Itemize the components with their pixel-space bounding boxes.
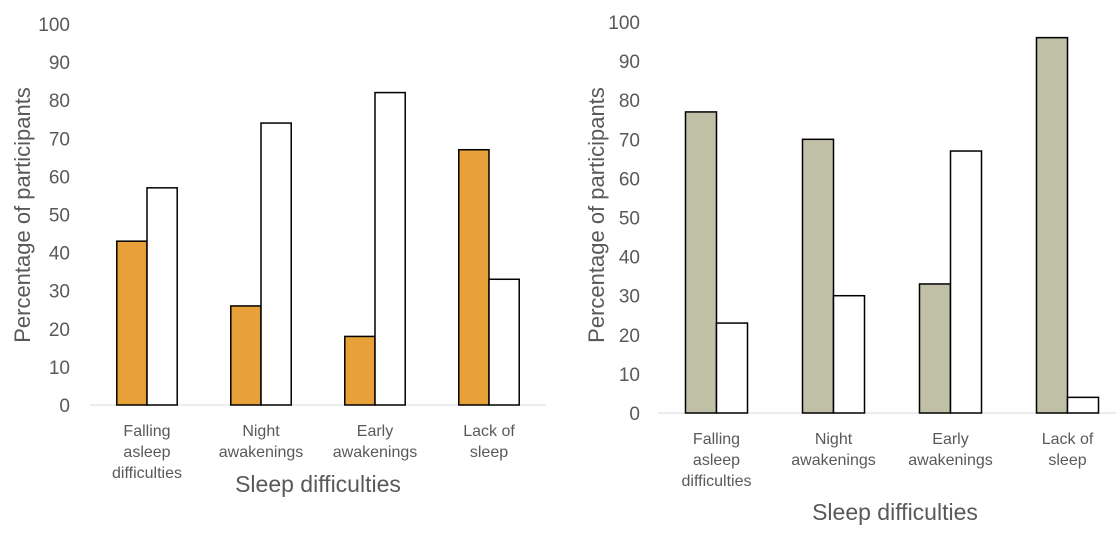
bar (684, 111, 718, 414)
bar (146, 187, 178, 406)
x-axis-title: Sleep difficulties (812, 499, 978, 525)
y-tick-label: 80 (49, 91, 70, 112)
y-axis-title: Percentage of participants (10, 87, 35, 343)
bar (1066, 396, 1100, 414)
right-bar-chart: 0 10 20 30 40 50 60 70 80 90 100 Falling asleep diffi… (584, 13, 1116, 525)
bar (918, 283, 952, 414)
bar (458, 148, 490, 406)
y-tick-label: 70 (49, 129, 70, 150)
bar (1035, 36, 1069, 414)
bar (374, 91, 406, 406)
y-axis-title: Percentage of participants (584, 87, 609, 343)
bar (260, 122, 292, 406)
y-tick-label: 60 (619, 169, 640, 190)
bar (801, 138, 835, 414)
x-tick-label: Night awakenings (791, 431, 876, 469)
y-tick-label: 10 (619, 365, 640, 386)
y-tick-label: 70 (619, 130, 640, 151)
y-tick-label: 60 (49, 167, 70, 188)
y-tick-label: 100 (608, 13, 640, 34)
x-tick-label: Falling asleep difficulties (112, 423, 182, 482)
bar (116, 240, 148, 406)
x-tick-label: Lack of sleep (1042, 431, 1094, 469)
y-tick-label: 90 (49, 53, 70, 74)
x-tick-label: Falling asleep difficulties (682, 431, 752, 490)
y-tick-label: 0 (59, 396, 70, 417)
bar (949, 150, 983, 414)
y-tick-label: 20 (619, 326, 640, 347)
bar (344, 335, 376, 406)
y-tick-label: 10 (49, 358, 70, 379)
y-tick-label: 50 (619, 209, 640, 230)
y-tick-label: 30 (49, 282, 70, 303)
bar (230, 305, 262, 406)
y-tick-label: 80 (619, 91, 640, 112)
y-tick-label: 50 (49, 206, 70, 227)
bar (715, 322, 749, 414)
y-tick-label: 20 (49, 320, 70, 341)
y-tick-label: 40 (49, 244, 70, 265)
y-tick-label: 30 (619, 287, 640, 308)
bar (832, 294, 866, 414)
bar (488, 278, 520, 406)
x-axis-title: Sleep difficulties (235, 471, 401, 497)
x-tick-label: Early awakenings (333, 423, 418, 461)
y-tick-label: 90 (619, 52, 640, 73)
x-tick-label: Night awakenings (219, 423, 304, 461)
x-tick-label: Lack of sleep (463, 423, 515, 461)
y-tick-label: 0 (629, 404, 640, 425)
left-bar-chart: 0 10 20 30 40 50 60 70 80 90 100 Falling asleep diffi… (10, 15, 546, 497)
y-tick-label: 40 (619, 248, 640, 269)
x-tick-label: Early awakenings (908, 431, 993, 469)
y-tick-label: 100 (38, 15, 70, 36)
